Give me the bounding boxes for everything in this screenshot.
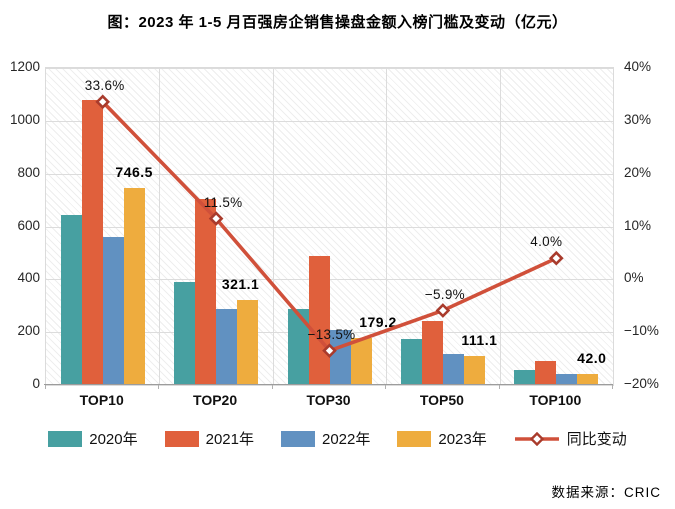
gridline-v <box>386 68 388 385</box>
line-value-label: −13.5% <box>307 326 356 342</box>
bar-value-label: 321.1 <box>221 276 260 293</box>
bar-2021-top10 <box>81 99 103 385</box>
bar-2022-top50 <box>442 353 464 385</box>
x-axis-tick <box>498 385 500 389</box>
bar-2023-top20 <box>237 300 259 385</box>
gridline-h <box>46 68 613 69</box>
x-axis-tick <box>612 385 613 389</box>
legend-label: 2021年 <box>205 431 254 448</box>
x-axis-tick <box>385 385 387 389</box>
gridline-v <box>499 68 501 385</box>
gridline-h <box>46 226 613 228</box>
y-axis-tick-label: 400 <box>17 270 40 286</box>
diamond-marker-icon <box>208 211 224 226</box>
legend-swatch-icon <box>48 430 83 447</box>
y2-axis-tick-label: 10% <box>624 217 652 233</box>
y2-axis-tick-label: 20% <box>624 164 652 180</box>
x-axis-category-label: TOP50 <box>419 392 464 408</box>
legend-item-2021: 2021年 <box>164 428 254 449</box>
line-path <box>101 100 558 353</box>
y2-axis-tick-label: 30% <box>624 111 652 127</box>
gridline-v <box>159 68 161 385</box>
bar-2020-top30 <box>287 309 309 385</box>
y2-axis-tick-label: −10% <box>624 323 659 339</box>
bar-2023-top30 <box>350 337 372 385</box>
diamond-marker-icon <box>95 94 111 110</box>
y2-axis-tick-label: −20% <box>624 376 659 391</box>
legend-label: 2023年 <box>438 431 487 448</box>
bar-2023-top100 <box>577 373 599 385</box>
bar-2020-top20 <box>174 281 196 385</box>
legend-item-2020: 2020年 <box>48 428 138 449</box>
y-axis-tick-label: 1000 <box>9 111 40 127</box>
line-value-label: 11.5% <box>203 194 243 210</box>
legend: 2020年 2021年 2022年 2023年 同比变动 <box>0 428 675 449</box>
bar-2023-top50 <box>463 355 485 385</box>
bar-2020-top50 <box>400 339 422 385</box>
legend-swatch-icon <box>280 430 315 447</box>
gridline-v <box>272 68 274 385</box>
bar-value-label: 179.2 <box>359 313 397 330</box>
line-value-label: −5.9% <box>424 286 465 302</box>
diamond-marker-icon <box>322 343 337 358</box>
y2-axis-tick-label: 40% <box>624 59 652 74</box>
line-value-label: 4.0% <box>530 234 563 250</box>
legend-swatch-icon <box>164 430 199 447</box>
legend-item-2022: 2022年 <box>280 428 371 449</box>
bar-2023-top10 <box>123 187 145 385</box>
legend-label: 同比变动 <box>566 431 627 448</box>
x-axis-category-label: TOP100 <box>529 392 582 408</box>
bar-value-label: 111.1 <box>461 331 498 348</box>
x-axis-category-label: TOP20 <box>193 392 238 408</box>
y-axis-tick-label: 200 <box>17 323 40 339</box>
y-axis-tick-label: 600 <box>17 217 40 233</box>
bar-2021-top50 <box>421 321 443 385</box>
chart-title: 图：2023 年 1-5 月百强房企销售操盘金额入榜门槛及变动（亿元） <box>107 14 568 31</box>
legend-label: 2020年 <box>89 431 138 448</box>
legend-label: 2022年 <box>321 431 371 448</box>
x-axis-category-label: TOP30 <box>306 392 351 408</box>
x-axis-tick <box>45 385 46 389</box>
gridline-h <box>46 279 613 281</box>
y-axis-tick-label: 1200 <box>9 59 40 74</box>
y2-axis-tick-label: 0% <box>624 270 644 286</box>
y-axis-tick-label: 800 <box>17 164 40 180</box>
x-axis-tick <box>271 385 273 389</box>
bar-2020-top10 <box>60 215 82 385</box>
bar-2022-top100 <box>556 374 578 385</box>
legend-swatch-icon <box>397 430 432 447</box>
diamond-marker-icon <box>548 250 564 266</box>
bar-2021-top100 <box>535 360 557 385</box>
bar-2020-top100 <box>514 370 536 385</box>
gridline-h <box>46 120 613 122</box>
bar-2022-top10 <box>102 237 124 385</box>
legend-item-同比变动: 同比变动 <box>514 428 627 449</box>
x-axis-line <box>44 384 613 385</box>
gridline-h <box>46 173 613 175</box>
x-axis-tick <box>158 385 160 389</box>
plot-area: 746.5 321.1 179.2 111.1 42.0 33.6% 11.5% −13.5%… <box>45 67 614 386</box>
yoy-change-line <box>95 94 564 358</box>
legend-line-icon <box>514 431 559 446</box>
line-value-label: 33.6% <box>84 77 125 93</box>
y-axis-tick-label: 0 <box>32 376 40 391</box>
bar-2022-top20 <box>216 308 238 385</box>
x-axis-category-label: TOP10 <box>79 392 124 408</box>
legend-item-2023: 2023年 <box>397 428 487 449</box>
bar-value-label: 746.5 <box>115 163 153 180</box>
bar-2021-top20 <box>195 198 217 385</box>
data-source: 数据来源：CRIC <box>551 485 661 500</box>
bar-value-label: 42.0 <box>577 349 607 366</box>
diamond-marker-icon <box>435 303 451 318</box>
